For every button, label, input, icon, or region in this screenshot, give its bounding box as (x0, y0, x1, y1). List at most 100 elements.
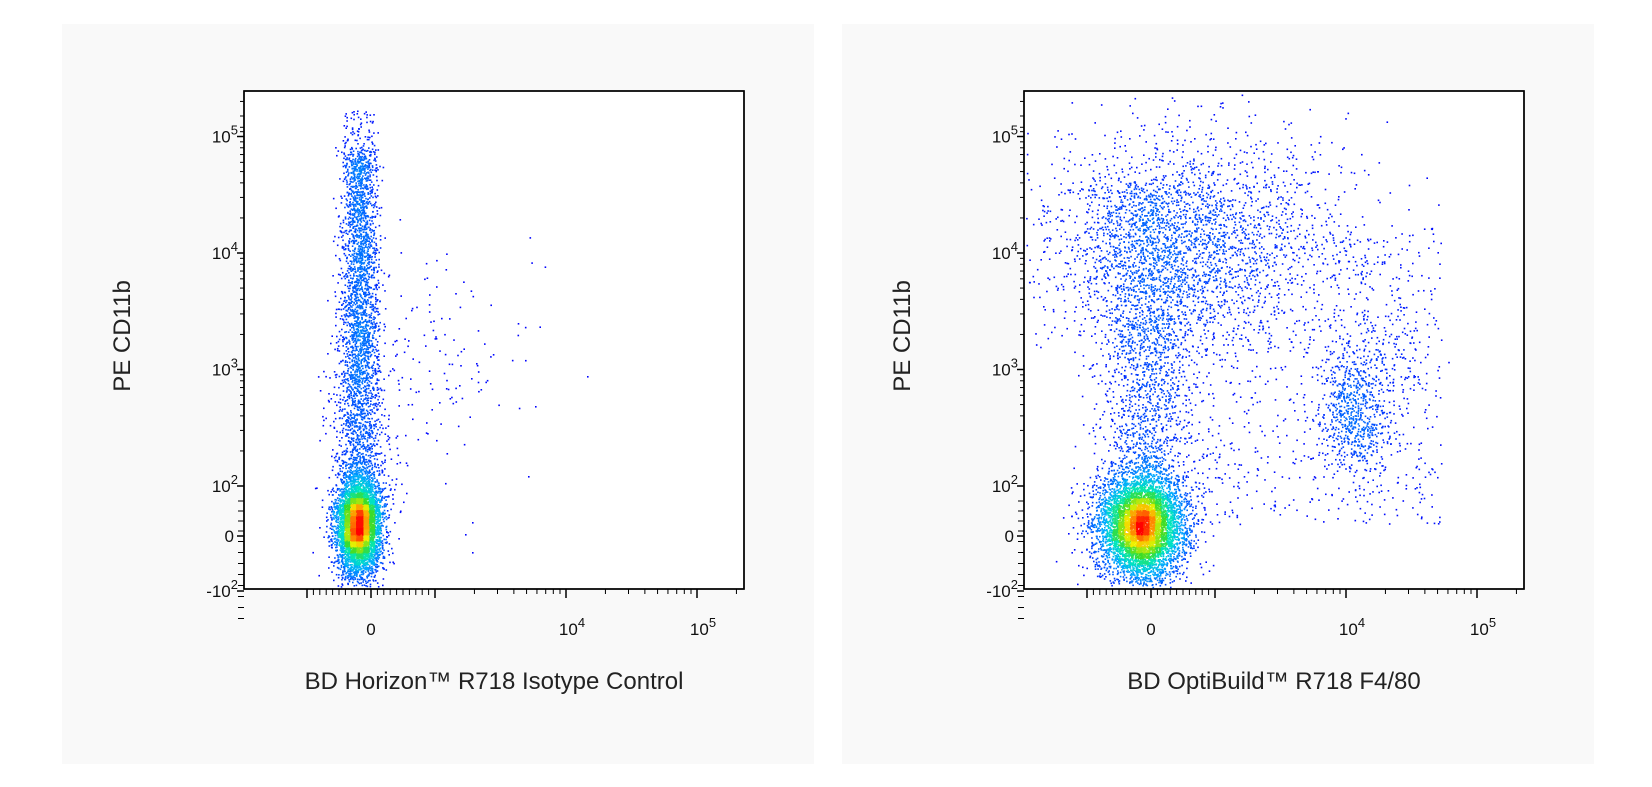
event-dot (334, 534, 337, 537)
event-dot (360, 169, 362, 172)
event-dot (370, 265, 372, 268)
event-dot (360, 230, 362, 232)
event-dot (342, 506, 345, 508)
event-dot (369, 479, 371, 481)
event-dot (401, 376, 404, 379)
event-dot (346, 204, 348, 207)
event-dot (352, 472, 354, 474)
event-dot (343, 501, 346, 503)
event-dot (350, 277, 352, 279)
event-dot (366, 201, 368, 203)
event-dot (371, 342, 374, 345)
event-dot (362, 573, 364, 576)
event-dot (351, 260, 353, 263)
event-dot (338, 444, 341, 446)
event-dot (344, 284, 347, 286)
event-dot (369, 585, 372, 588)
event-dot (362, 482, 364, 484)
event-dot (370, 261, 373, 264)
event-dot (368, 488, 371, 490)
event-dot (362, 209, 365, 212)
event-dot (358, 161, 360, 163)
event-dot (372, 288, 375, 291)
event-dot (370, 244, 372, 246)
event-dot (361, 480, 363, 482)
event-dot (339, 274, 341, 276)
event-dot (375, 326, 377, 328)
event-dot (351, 223, 353, 226)
event-dot (335, 316, 337, 318)
event-dot (371, 322, 373, 324)
event-dot (359, 306, 362, 309)
event-dot (345, 260, 348, 263)
event-dot (361, 206, 363, 209)
event-dot (352, 443, 355, 446)
event-dot (357, 471, 359, 473)
event-dot (431, 388, 434, 391)
event-dot (382, 166, 385, 169)
event-dot (379, 453, 381, 455)
event-dot (369, 190, 372, 193)
event-dot (336, 560, 339, 562)
event-dot (340, 527, 342, 529)
event-dot (359, 227, 362, 230)
event-dot (359, 301, 362, 303)
event-dot (393, 562, 395, 565)
event-dot (362, 429, 365, 432)
event-dot (378, 359, 380, 361)
event-dot (341, 543, 344, 545)
event-dot (359, 432, 362, 434)
event-dot (387, 517, 389, 519)
event-dot (374, 404, 376, 407)
event-dot (371, 472, 373, 475)
event-dot (343, 481, 346, 483)
event-dot (372, 188, 374, 190)
event-dot (340, 517, 342, 519)
event-dot (341, 437, 343, 439)
event-dot (336, 513, 338, 516)
event-dot (364, 332, 367, 335)
event-dot (368, 243, 370, 245)
event-dot (352, 368, 354, 371)
event-dot (371, 432, 374, 435)
event-dot (354, 300, 357, 302)
event-dot (347, 378, 349, 380)
event-dot (366, 284, 369, 287)
event-dot (363, 231, 365, 233)
event-dot (376, 344, 378, 346)
event-dot (321, 499, 324, 502)
event-dot (352, 214, 354, 217)
event-dot (374, 481, 376, 483)
event-dot (350, 463, 353, 466)
event-dot (387, 275, 390, 278)
event-dot (369, 306, 371, 309)
event-dot (353, 430, 356, 432)
event-dot (370, 181, 373, 183)
event-dot (372, 554, 374, 556)
event-dot (376, 526, 378, 529)
event-dot (349, 305, 352, 307)
event-dot (361, 354, 364, 356)
event-dot (361, 286, 363, 288)
event-dot (354, 562, 356, 564)
event-dot (358, 235, 360, 237)
event-dot (375, 511, 377, 513)
event-dot (352, 363, 354, 366)
event-dot (358, 322, 361, 325)
event-dot (366, 220, 369, 222)
event-dot (336, 512, 339, 515)
event-dot (368, 567, 371, 569)
event-dot (352, 364, 354, 367)
event-dot (336, 461, 339, 463)
event-dot (361, 152, 364, 155)
event-dot (369, 162, 371, 164)
event-dot (377, 558, 380, 560)
event-dot (353, 353, 356, 356)
event-dot (368, 346, 370, 349)
event-dot (336, 538, 339, 541)
event-dot (347, 369, 349, 372)
event-dot (368, 469, 371, 471)
event-dot (376, 350, 378, 352)
event-dot (359, 461, 362, 463)
event-dot (337, 529, 340, 532)
